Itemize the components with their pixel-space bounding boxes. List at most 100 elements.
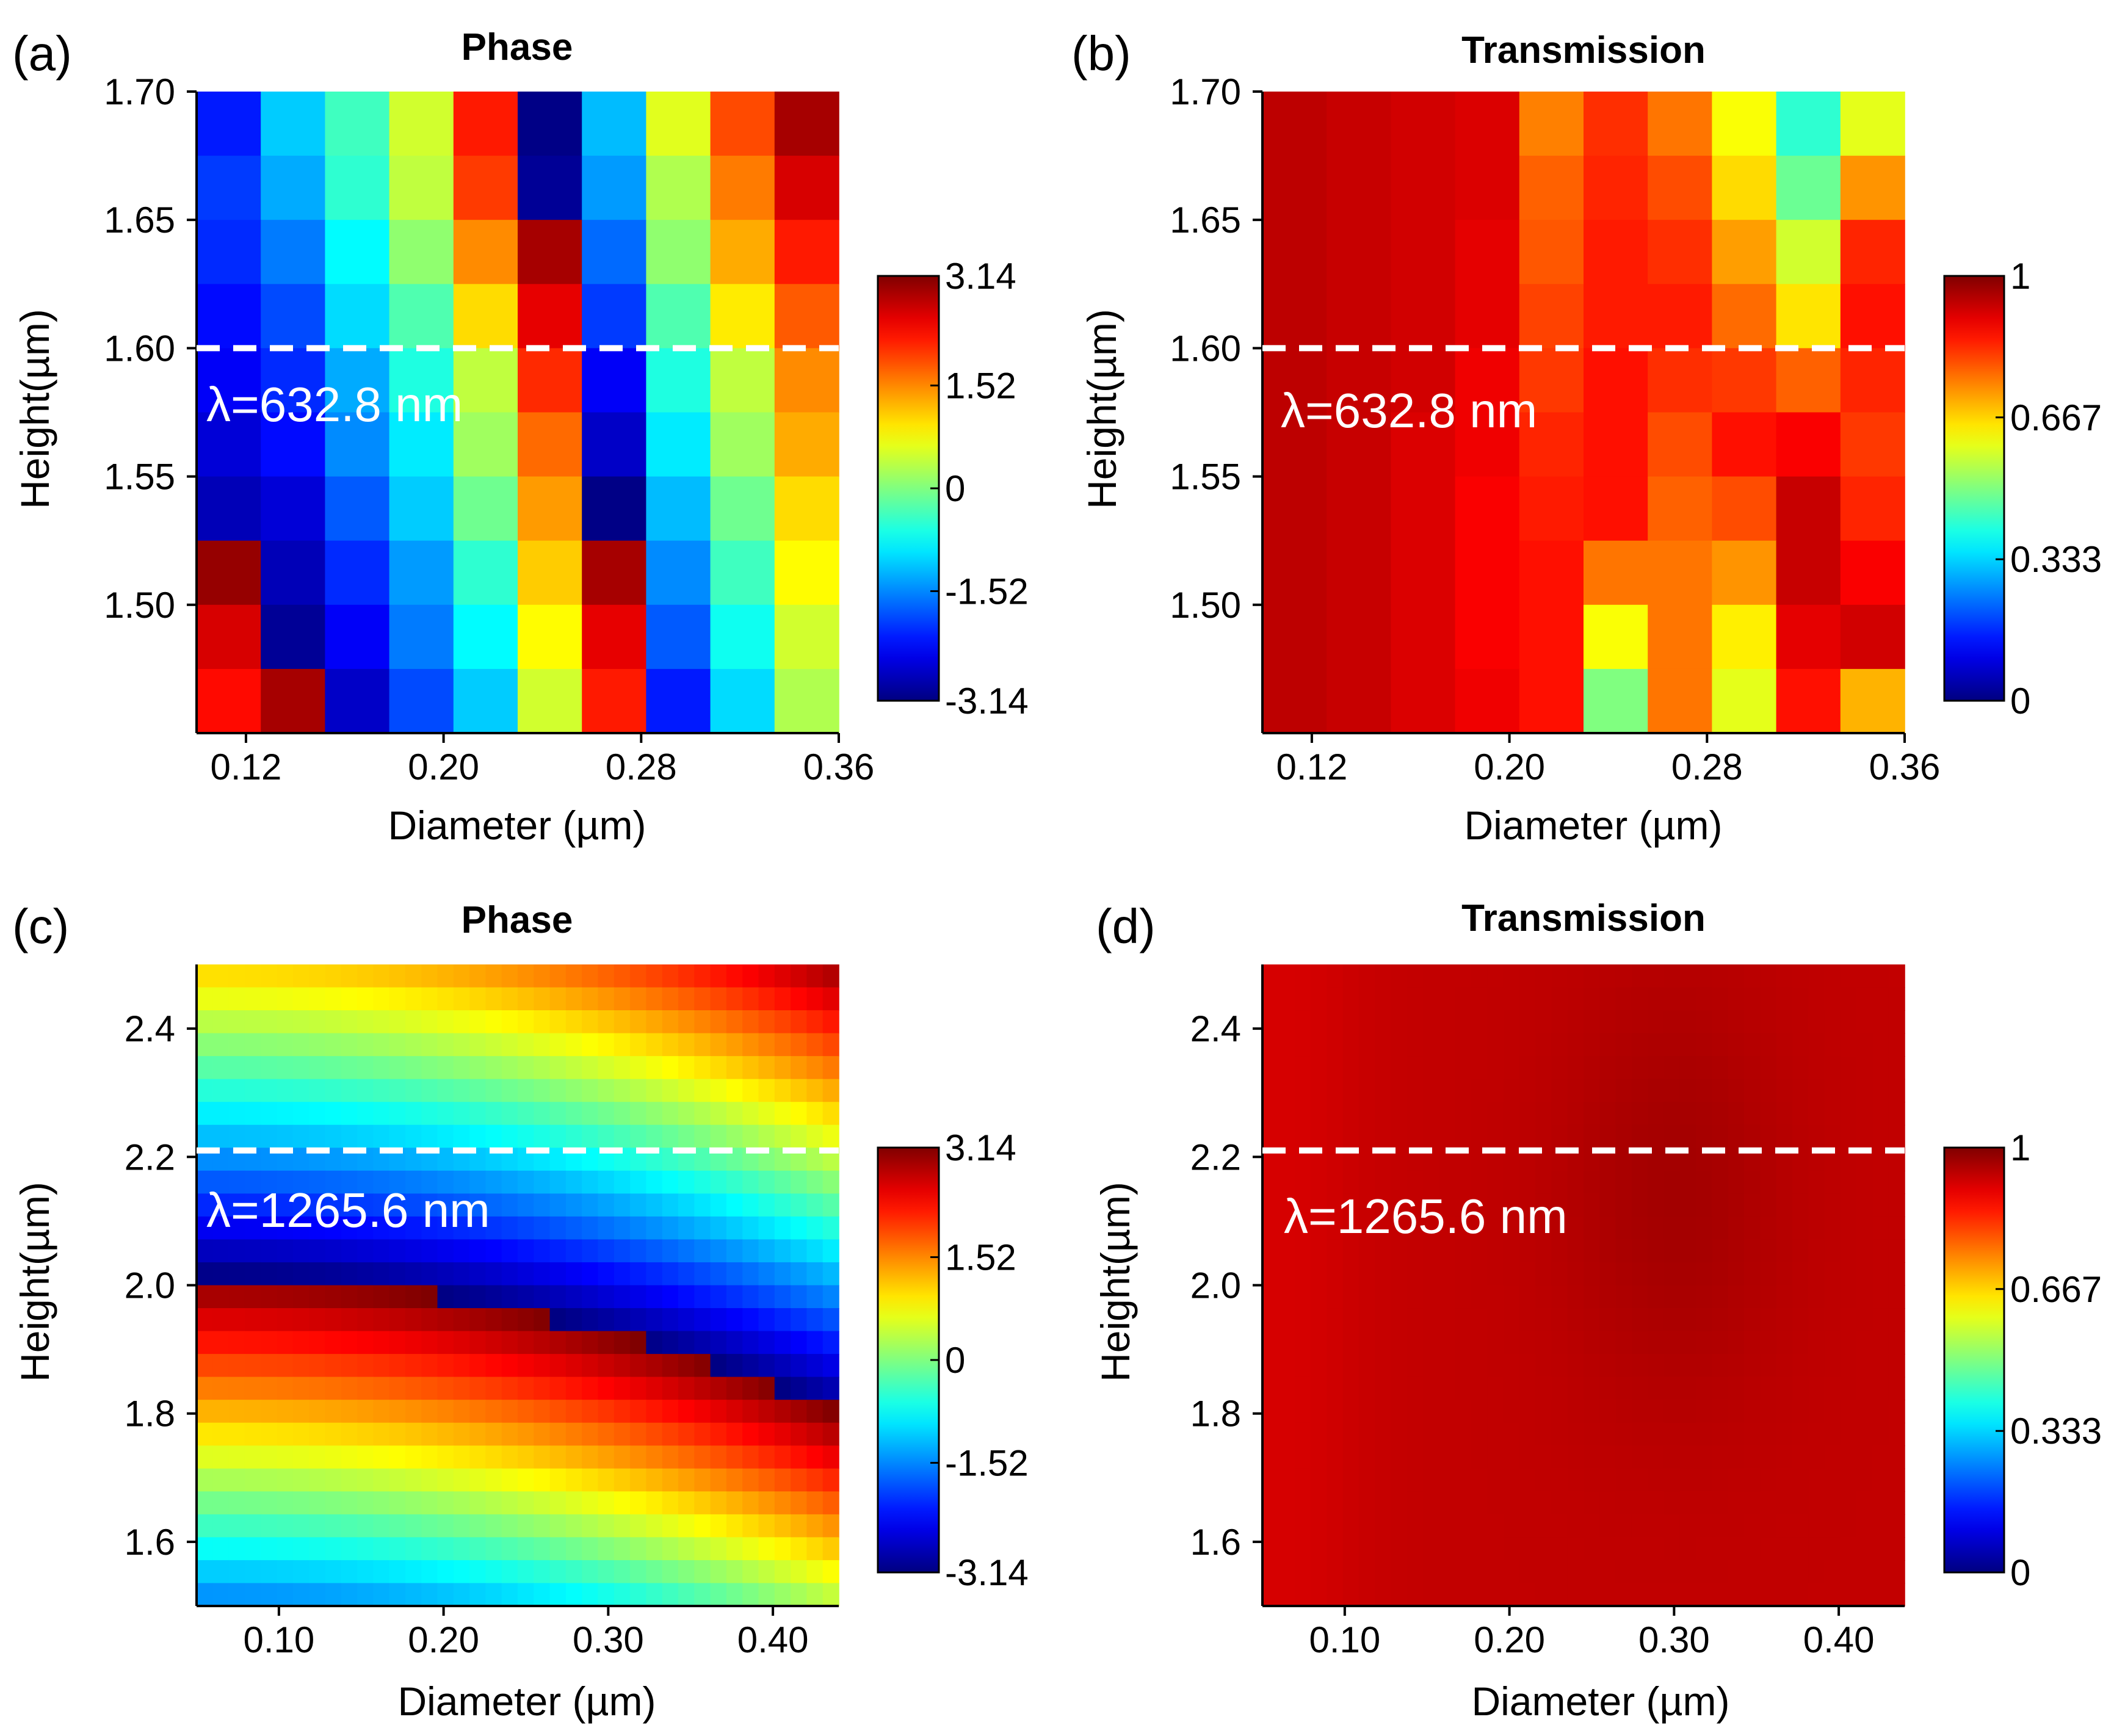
heatmap-cell xyxy=(1310,1010,1327,1034)
heatmap-cell xyxy=(1760,1560,1777,1584)
heatmap-cell xyxy=(1712,284,1777,349)
heatmap-cell xyxy=(806,1216,824,1240)
heatmap-cell xyxy=(1872,1331,1889,1354)
heatmap-cell xyxy=(1519,220,1584,285)
heatmap-cell xyxy=(1888,1262,1905,1286)
heatmap-cell xyxy=(678,1560,695,1584)
heatmap-cell xyxy=(1840,1491,1857,1515)
heatmap-cell xyxy=(549,1239,567,1263)
heatmap-cell xyxy=(774,668,839,734)
heatmap-cell xyxy=(726,1102,743,1126)
heatmap-cell xyxy=(469,1560,487,1584)
heatmap-cell xyxy=(389,1445,406,1469)
heatmap-cell xyxy=(1840,964,1857,988)
heatmap-cell xyxy=(1503,1331,1520,1354)
heatmap-cell xyxy=(518,476,582,541)
heatmap-cell xyxy=(1487,1400,1504,1423)
heatmap-cell xyxy=(1551,1239,1568,1263)
heatmap-cell xyxy=(453,1285,470,1309)
heatmap-cell xyxy=(1663,1079,1681,1103)
heatmap-cell xyxy=(678,1514,695,1538)
heatmap-cell xyxy=(1648,1560,1665,1584)
heatmap-cell xyxy=(726,1239,743,1263)
heatmap-cell xyxy=(1599,1331,1616,1354)
x-tick-label: 0.36 xyxy=(1869,747,1941,787)
heatmap-cell xyxy=(212,1308,230,1332)
heatmap-cell xyxy=(678,1079,695,1103)
heatmap-cell xyxy=(791,1491,808,1515)
heatmap-cell xyxy=(1872,1376,1889,1400)
heatmap-cell xyxy=(1278,1491,1295,1515)
heatmap-cell xyxy=(1391,1170,1408,1195)
heatmap-cell xyxy=(1358,1537,1375,1561)
heatmap-cell xyxy=(1567,1583,1584,1607)
heatmap-cell xyxy=(244,1079,261,1103)
heatmap-cell xyxy=(453,1124,470,1149)
heatmap-cell xyxy=(197,1216,214,1240)
heatmap-cell xyxy=(1535,1010,1552,1034)
heatmap-cell xyxy=(1358,1422,1375,1447)
heatmap-cell xyxy=(678,1354,695,1378)
heatmap-cell xyxy=(1679,1102,1696,1126)
heatmap-cell xyxy=(501,1560,518,1584)
heatmap-cell xyxy=(1375,987,1392,1011)
heatmap-cell xyxy=(1567,1193,1584,1217)
heatmap-cell xyxy=(662,1056,679,1080)
heatmap-cell xyxy=(1599,1124,1616,1149)
heatmap-cell xyxy=(1535,1262,1552,1286)
heatmap-cell xyxy=(1327,1262,1344,1286)
heatmap-cell xyxy=(1487,1033,1504,1057)
heatmap-cell xyxy=(1840,1285,1857,1309)
heatmap-cell xyxy=(261,412,326,477)
heatmap-cell xyxy=(1824,1216,1841,1240)
heatmap-cell xyxy=(1648,1537,1665,1561)
heatmap-cell xyxy=(774,92,839,156)
heatmap-cell xyxy=(389,476,454,541)
heatmap-cell xyxy=(1712,964,1729,988)
heatmap-cell xyxy=(277,1400,294,1423)
heatmap-cell xyxy=(1808,1376,1825,1400)
heatmap-cell xyxy=(469,1010,487,1034)
heatmap-cell xyxy=(277,1170,294,1195)
heatmap-cell xyxy=(1503,1376,1520,1400)
heatmap-cell xyxy=(1455,668,1520,734)
heatmap-cell xyxy=(261,540,326,606)
heatmap-cell xyxy=(1728,1354,1745,1378)
heatmap-cell xyxy=(485,1560,502,1584)
heatmap-cell xyxy=(806,1033,824,1057)
heatmap-cell xyxy=(1856,1239,1873,1263)
heatmap-cell xyxy=(758,1560,775,1584)
heatmap-cell xyxy=(485,1468,502,1492)
heatmap-cell xyxy=(1503,1262,1520,1286)
heatmap-cell xyxy=(662,964,679,988)
heatmap-cell xyxy=(1423,1102,1440,1126)
heatmap-cell xyxy=(1840,1354,1857,1378)
heatmap-cell xyxy=(469,1583,487,1607)
heatmap-cell xyxy=(1776,1056,1793,1080)
heatmap-cell xyxy=(1294,1193,1311,1217)
heatmap-cell xyxy=(710,1331,727,1354)
heatmap-cell xyxy=(1391,668,1456,734)
heatmap-cell xyxy=(1310,1400,1327,1423)
heatmap-cell xyxy=(806,1056,824,1080)
heatmap-cell xyxy=(742,1216,759,1240)
heatmap-cell xyxy=(1615,1010,1632,1034)
heatmap-cell xyxy=(325,964,342,988)
heatmap-cell xyxy=(1423,1583,1440,1607)
heatmap-cell xyxy=(630,1400,647,1423)
heatmap-cell xyxy=(1760,1308,1777,1332)
heatmap-cell xyxy=(1631,1376,1648,1400)
heatmap-cell xyxy=(1294,987,1311,1011)
heatmap-cell xyxy=(1455,1124,1472,1149)
heatmap-cell xyxy=(1294,1033,1311,1057)
heatmap-cell xyxy=(421,1376,438,1400)
heatmap-cell xyxy=(1712,1285,1729,1309)
heatmap-cell xyxy=(1808,1491,1825,1515)
heatmap-cell xyxy=(1551,987,1568,1011)
heatmap-cell xyxy=(1776,348,1841,413)
heatmap-cell xyxy=(197,1033,214,1057)
heatmap-cell xyxy=(565,1514,582,1538)
heatmap-cell xyxy=(806,1102,824,1126)
heatmap-cell xyxy=(421,987,438,1011)
heatmap-cell xyxy=(694,1216,711,1240)
